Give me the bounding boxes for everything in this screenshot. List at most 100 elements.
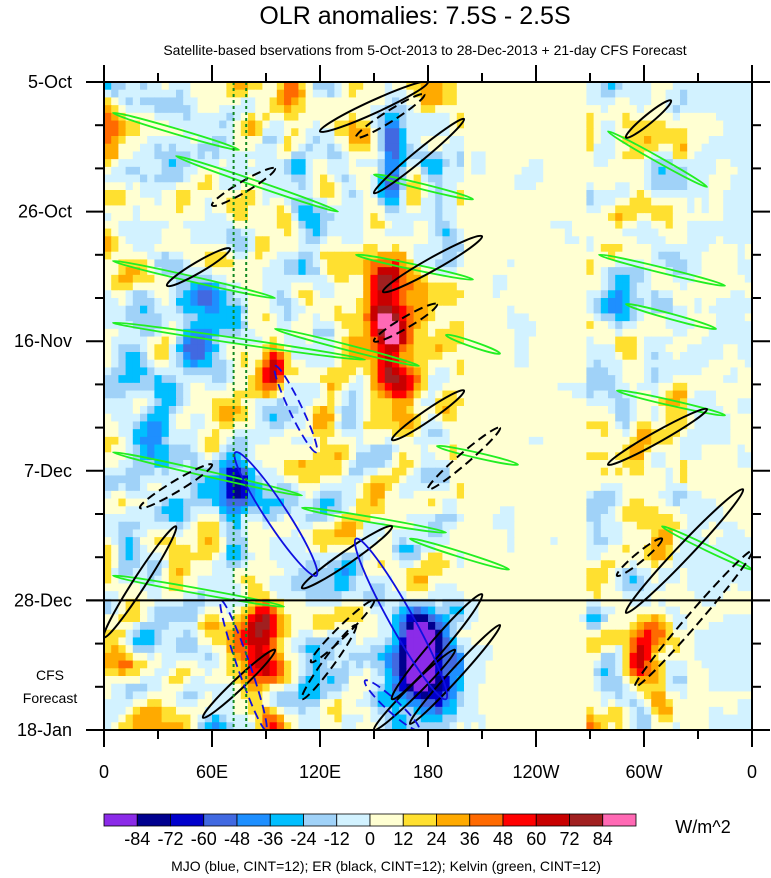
heatmap-cell [536,282,544,291]
heatmap-cell [204,313,213,322]
heatmap-cell [622,483,631,492]
heatmap-cell [514,328,523,338]
heatmap-cell [622,313,631,322]
heatmap-cell [284,344,292,353]
heatmap-cell [104,313,112,322]
heatmap-cell [384,97,393,106]
heatmap-cell [629,220,638,230]
heatmap-cell [680,151,688,160]
heatmap-cell [276,228,285,237]
heatmap-cell [154,105,163,114]
heatmap-cell [204,182,213,191]
heatmap-cell [176,336,184,345]
heatmap-cell [428,120,436,129]
heatmap-cell [723,166,731,176]
heatmap-cell [125,382,134,392]
heatmap-cell [226,321,235,330]
heatmap-cell [665,197,674,207]
heatmap-cell [363,398,371,407]
heatmap-cell [248,436,256,446]
heatmap-cell [485,282,494,291]
heatmap-cell [320,452,328,461]
heatmap-cell [442,367,451,376]
heatmap-cell [348,375,357,384]
heatmap-cell [111,282,119,291]
heatmap-cell [312,344,321,353]
heatmap-cell [485,128,494,137]
heatmap-cell [334,197,343,207]
heatmap-cell [500,228,508,237]
heatmap-cell [154,321,163,330]
heatmap-cell [406,313,415,322]
heatmap-cell [348,282,357,291]
heatmap-cell [413,398,422,407]
heatmap-cell [334,128,343,137]
heatmap-cell [543,136,551,145]
heatmap-cell [701,406,710,415]
heatmap-cell [442,89,451,99]
heatmap-cell [284,290,292,299]
heatmap-cell [687,251,695,261]
heatmap-cell [528,151,537,160]
heatmap-cell [392,305,400,315]
heatmap-cell [334,429,343,438]
heatmap-cell [730,228,739,237]
heatmap-cell [168,220,177,230]
heatmap-cell [118,205,127,214]
heatmap-cell [687,421,695,430]
heatmap-cell [363,382,371,392]
heatmap-cell [334,467,343,477]
heatmap-cell [154,267,163,276]
heatmap-cell [644,236,652,245]
heatmap-cell [572,429,580,438]
heatmap-cell [356,421,364,430]
heatmap-cell [557,220,566,230]
heatmap-cell [226,460,235,469]
heatmap-cell [356,136,364,145]
heatmap-cell [104,298,112,307]
heatmap-cell [687,143,695,153]
heatmap-cell [284,359,292,369]
heatmap-cell [744,498,752,507]
heatmap-cell [694,166,703,176]
heatmap-cell [147,143,155,153]
heatmap-cell [644,406,652,415]
heatmap-cell [572,159,580,168]
heatmap-cell [435,498,443,507]
heatmap-cell [615,190,623,199]
heatmap-cell [341,182,350,191]
heatmap-cell [161,452,170,461]
heatmap-cell [636,244,645,253]
heatmap-cell [550,120,559,129]
heatmap-cell [370,89,379,99]
heatmap-cell [312,359,321,369]
heatmap-cell [730,321,739,330]
heatmap-cell [363,290,371,299]
heatmap-cell [622,375,631,384]
heatmap-cell [111,375,119,384]
heatmap-cell [536,298,544,307]
heatmap-cell [622,290,631,299]
heatmap-cell [471,159,479,168]
heatmap-cell [528,213,537,222]
heatmap-cell [701,352,710,361]
heatmap-cell [672,151,681,160]
heatmap-cell [140,174,148,183]
heatmap-cell [600,398,609,407]
heatmap-cell [219,344,227,353]
heatmap-cell [248,375,256,384]
heatmap-cell [104,490,112,500]
heatmap-cell [276,82,285,91]
heatmap-cell [348,406,357,415]
heatmap-cell [399,421,407,430]
heatmap-cell [485,498,494,507]
heatmap-cell [658,460,667,469]
heatmap-cell [125,120,134,129]
heatmap-cell [176,244,184,253]
heatmap-cell [392,436,400,446]
heatmap-cell [665,220,674,230]
heatmap-cell [154,359,163,369]
heatmap-cell [276,174,285,183]
heatmap-cell [305,259,314,268]
heatmap-cell [226,236,235,245]
